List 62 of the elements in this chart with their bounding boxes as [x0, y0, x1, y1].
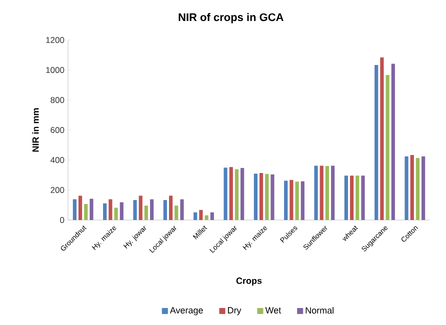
bar	[114, 208, 118, 220]
bar	[78, 196, 82, 220]
y-tick-label: 400	[50, 157, 64, 164]
bar	[259, 173, 264, 220]
y-tick-label: 800	[50, 97, 64, 104]
bar	[150, 199, 154, 220]
chart-title: NIR of crops in GCA	[178, 13, 284, 24]
bar	[72, 199, 76, 220]
y-axis-title: NIR in mm	[32, 108, 39, 152]
y-tick-label: 200	[50, 187, 64, 194]
bar	[199, 210, 203, 220]
bar	[210, 212, 214, 220]
y-tick-label: 1000	[46, 67, 64, 74]
legend-label: Normal	[306, 307, 334, 314]
bar	[380, 57, 384, 220]
bar	[234, 169, 239, 220]
bar	[254, 174, 258, 220]
bar	[204, 215, 208, 220]
bar	[374, 65, 378, 220]
bar	[290, 180, 294, 220]
x-axis-title: Crops	[236, 278, 262, 286]
bar	[325, 166, 330, 220]
bar	[404, 156, 408, 220]
bar	[229, 167, 233, 220]
bar	[224, 168, 228, 220]
bar	[295, 182, 299, 220]
bar	[138, 196, 142, 220]
bar	[331, 166, 335, 220]
bar	[386, 74, 390, 220]
bar	[163, 200, 167, 220]
bar	[144, 206, 148, 220]
bar	[391, 64, 395, 220]
bar	[90, 198, 94, 220]
bar	[265, 174, 269, 220]
bar	[108, 199, 112, 220]
legend-label: Wet	[265, 307, 282, 314]
bar	[422, 156, 426, 220]
bar	[284, 180, 288, 220]
y-tick-label: 600	[50, 127, 64, 134]
bar	[350, 176, 354, 220]
bar	[344, 176, 348, 220]
bar	[361, 176, 365, 220]
legend-label: Dry	[228, 307, 242, 316]
bar	[180, 199, 184, 220]
bar	[194, 212, 198, 220]
bar	[168, 196, 173, 220]
y-tick-label: 1200	[46, 37, 64, 44]
bar	[103, 203, 107, 220]
bar	[410, 155, 414, 220]
bar	[133, 200, 137, 220]
bar	[270, 174, 274, 220]
legend-label: Average	[170, 307, 203, 316]
bar	[416, 158, 420, 220]
y-tick-label: 0	[60, 217, 64, 224]
bar	[84, 204, 88, 220]
bar	[240, 168, 244, 220]
bar	[314, 166, 318, 220]
bar	[320, 166, 324, 220]
bar	[300, 181, 304, 220]
bar	[120, 202, 124, 220]
bar	[356, 176, 360, 220]
bar	[174, 206, 178, 220]
